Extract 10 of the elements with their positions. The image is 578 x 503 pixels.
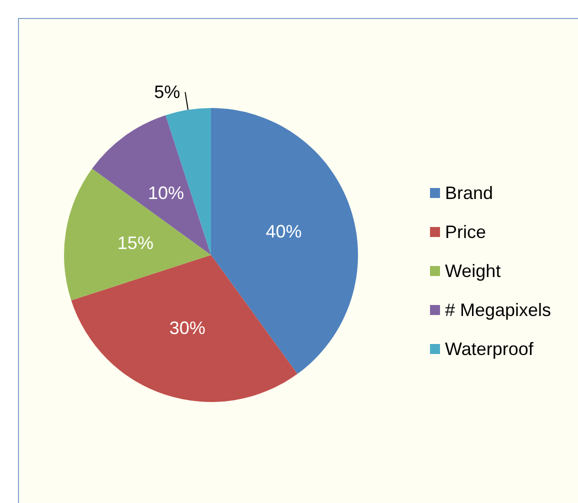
data-label: 10% <box>148 183 184 204</box>
legend-label: Weight <box>445 261 501 281</box>
legend-label: # Megapixels <box>445 300 552 320</box>
data-label: 15% <box>117 233 154 254</box>
legend-label: Waterproof <box>445 339 534 359</box>
data-label: 30% <box>169 318 206 338</box>
data-label: 40% <box>266 221 302 242</box>
legend-label: Brand <box>445 183 494 203</box>
legend-label: Price <box>445 222 486 242</box>
data-label: 5% <box>154 82 180 102</box>
